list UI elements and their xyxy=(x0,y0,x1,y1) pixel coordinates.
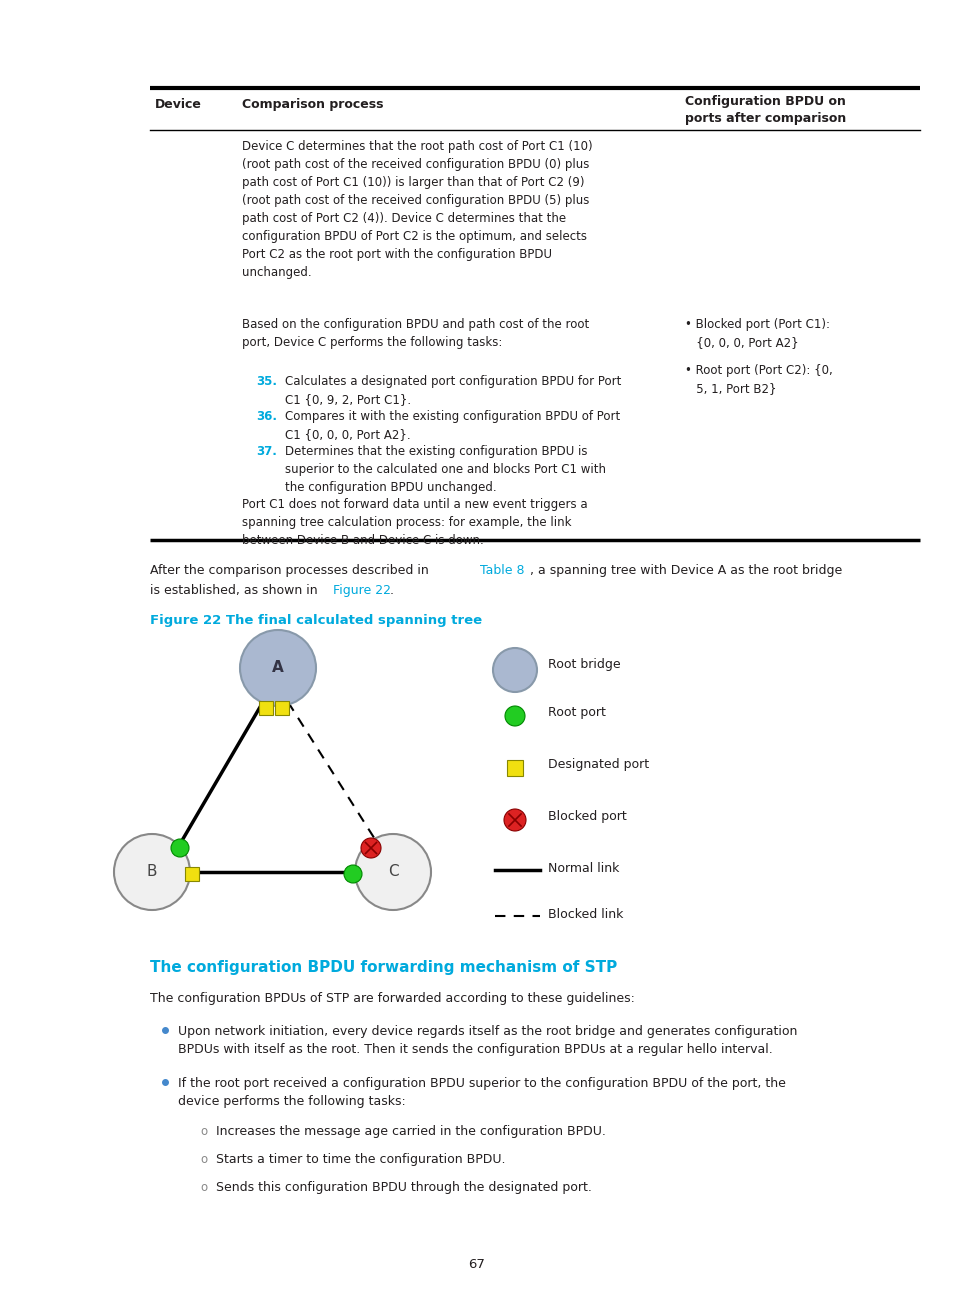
Bar xyxy=(185,867,199,881)
Text: Root bridge: Root bridge xyxy=(547,658,620,671)
Bar xyxy=(506,759,522,776)
Ellipse shape xyxy=(344,864,361,883)
Text: 37.: 37. xyxy=(255,445,276,457)
Text: Comparison process: Comparison process xyxy=(242,98,383,111)
Text: Device: Device xyxy=(154,98,202,111)
Text: 36.: 36. xyxy=(255,410,276,422)
Bar xyxy=(258,701,273,715)
Text: Figure 22: Figure 22 xyxy=(333,584,391,597)
Text: The configuration BPDU forwarding mechanism of STP: The configuration BPDU forwarding mechan… xyxy=(150,960,617,975)
Text: Upon network initiation, every device regards itself as the root bridge and gene: Upon network initiation, every device re… xyxy=(178,1025,797,1055)
Text: o: o xyxy=(200,1153,207,1166)
Text: Based on the configuration BPDU and path cost of the root
port, Device C perform: Based on the configuration BPDU and path… xyxy=(242,318,589,349)
Text: Blocked link: Blocked link xyxy=(547,908,622,921)
Text: Normal link: Normal link xyxy=(547,862,618,875)
Text: Increases the message age carried in the configuration BPDU.: Increases the message age carried in the… xyxy=(215,1125,605,1138)
Text: B: B xyxy=(147,864,157,880)
Text: The configuration BPDUs of STP are forwarded according to these guidelines:: The configuration BPDUs of STP are forwa… xyxy=(150,991,634,1004)
Text: Designated port: Designated port xyxy=(547,758,648,771)
Ellipse shape xyxy=(355,835,431,910)
Ellipse shape xyxy=(360,839,380,858)
Ellipse shape xyxy=(504,706,524,726)
Text: , a spanning tree with Device A as the root bridge: , a spanning tree with Device A as the r… xyxy=(530,564,841,577)
Text: Compares it with the existing configuration BPDU of Port
C1 {0, 0, 0, Port A2}.: Compares it with the existing configurat… xyxy=(285,410,619,441)
Text: After the comparison processes described in: After the comparison processes described… xyxy=(150,564,433,577)
Bar xyxy=(274,701,289,715)
Text: Calculates a designated port configuration BPDU for Port
C1 {0, 9, 2, Port C1}.: Calculates a designated port configurati… xyxy=(285,375,620,406)
Text: Configuration BPDU on
ports after comparison: Configuration BPDU on ports after compar… xyxy=(684,95,845,124)
Text: Starts a timer to time the configuration BPDU.: Starts a timer to time the configuration… xyxy=(215,1153,505,1166)
Text: Blocked port: Blocked port xyxy=(547,810,626,823)
Text: 35.: 35. xyxy=(255,375,276,388)
Text: C: C xyxy=(387,864,398,880)
Text: Determines that the existing configuration BPDU is
superior to the calculated on: Determines that the existing configurati… xyxy=(285,445,605,494)
Text: o: o xyxy=(200,1125,207,1138)
Text: Port C1 does not forward data until a new event triggers a
spanning tree calcula: Port C1 does not forward data until a ne… xyxy=(242,498,587,547)
Ellipse shape xyxy=(493,648,537,692)
Text: o: o xyxy=(200,1181,207,1194)
Text: is established, as shown in: is established, as shown in xyxy=(150,584,321,597)
Text: Sends this configuration BPDU through the designated port.: Sends this configuration BPDU through th… xyxy=(215,1181,591,1194)
Ellipse shape xyxy=(240,630,315,706)
Text: • Blocked port (Port C1):
   {0, 0, 0, Port A2}: • Blocked port (Port C1): {0, 0, 0, Port… xyxy=(684,318,829,349)
Text: Table 8: Table 8 xyxy=(479,564,524,577)
Text: Device C determines that the root path cost of Port C1 (10)
(root path cost of t: Device C determines that the root path c… xyxy=(242,140,592,279)
Ellipse shape xyxy=(113,835,190,910)
Ellipse shape xyxy=(171,839,189,857)
Ellipse shape xyxy=(503,809,525,831)
Text: A: A xyxy=(272,661,284,675)
Text: Figure 22 The final calculated spanning tree: Figure 22 The final calculated spanning … xyxy=(150,614,481,627)
Text: .: . xyxy=(390,584,394,597)
Text: If the root port received a configuration BPDU superior to the configuration BPD: If the root port received a configuratio… xyxy=(178,1077,785,1108)
Text: Root port: Root port xyxy=(547,706,605,719)
Text: 67: 67 xyxy=(468,1258,485,1271)
Text: • Root port (Port C2): {0,
   5, 1, Port B2}: • Root port (Port C2): {0, 5, 1, Port B2… xyxy=(684,364,832,395)
